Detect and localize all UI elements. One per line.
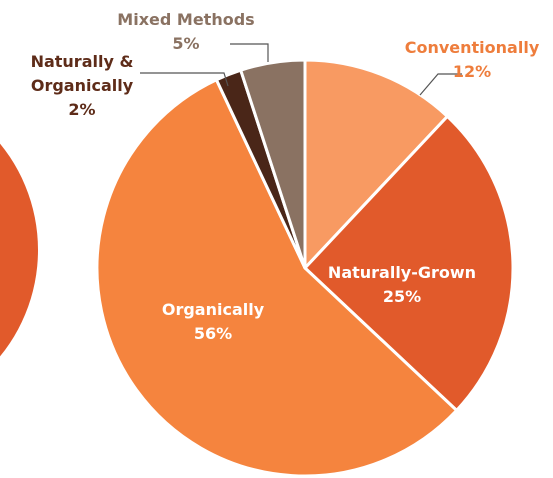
cropped-chart-decoration [0, 143, 38, 357]
slice-name: Conventionally [404, 38, 540, 57]
slice-label: Naturally & Organically 2% [22, 50, 142, 122]
slice-label: Mixed Methods 5% [101, 8, 271, 56]
leader-line [140, 72, 229, 87]
slice-name: Organically [161, 300, 265, 319]
slice-name: Naturally-Grown [327, 263, 477, 282]
pie-slice [303, 114, 515, 412]
slice-label: Naturally-Grown 25% [317, 261, 487, 309]
leader-lines [140, 43, 462, 96]
slice-value: 12% [452, 62, 492, 81]
pie-slice [95, 78, 459, 478]
slice-name: Mixed Methods [117, 10, 255, 29]
slice-label: Conventionally 12% [387, 36, 553, 84]
pie-slice [239, 58, 307, 270]
pie-slice [303, 58, 449, 270]
leader-line [230, 43, 269, 62]
slice-name: Naturally & Organically [30, 52, 134, 95]
pie [95, 58, 515, 478]
leader-line [419, 73, 462, 96]
slice-value: 2% [68, 100, 96, 119]
slice-label: Organically 56% [138, 298, 288, 346]
slice-value: 25% [382, 287, 422, 306]
slice-value: 5% [172, 34, 200, 53]
slice-value: 56% [193, 324, 233, 343]
